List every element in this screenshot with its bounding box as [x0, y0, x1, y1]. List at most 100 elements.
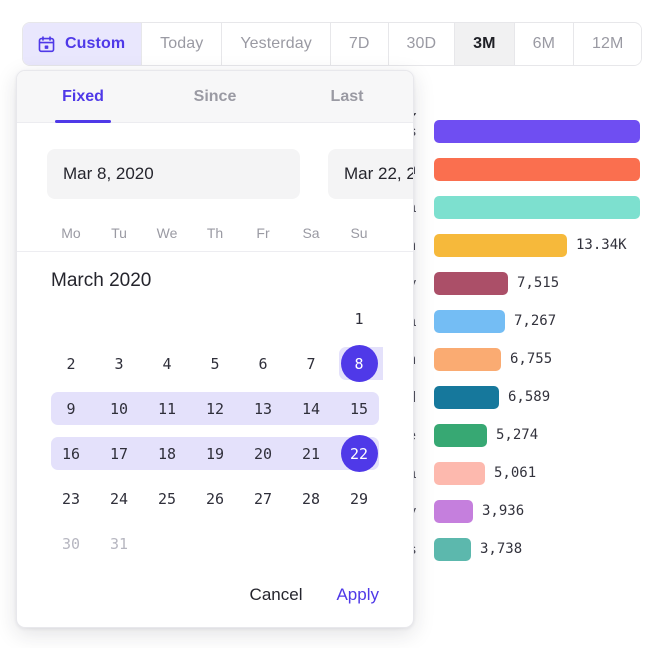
range-button-custom[interactable]: Custom — [23, 23, 143, 65]
calendar-day[interactable]: 28 — [287, 476, 335, 521]
start-date-input[interactable] — [47, 149, 300, 199]
chart-bar[interactable] — [434, 537, 471, 561]
calendar-day[interactable]: 24 — [95, 476, 143, 521]
calendar-day[interactable]: 25 — [143, 476, 191, 521]
weekday-label: Tu — [111, 225, 127, 241]
chart-bar-value: 7,515 — [517, 275, 560, 291]
calendar-month-title: March 2020 — [51, 270, 152, 291]
calendar-day[interactable]: 26 — [191, 476, 239, 521]
chart-bar[interactable] — [434, 385, 499, 409]
chart-bar[interactable] — [434, 309, 505, 333]
chart-bar-value: 7,267 — [514, 313, 557, 329]
calendar-day[interactable]: 14 — [287, 386, 335, 431]
date-inputs — [17, 123, 413, 199]
calendar-day-number: 29 — [349, 489, 369, 508]
calendar-day[interactable]: 13 — [239, 386, 287, 431]
calendar-day[interactable]: 21 — [287, 431, 335, 476]
weekday-label: We — [156, 225, 178, 241]
calendar-day[interactable]: 17 — [95, 431, 143, 476]
calendar-day-empty — [143, 296, 191, 341]
calendar-day-number: 5 — [210, 354, 220, 373]
calendar-day[interactable]: 5 — [191, 341, 239, 386]
calendar-day[interactable]: 9 — [47, 386, 95, 431]
cancel-button[interactable]: Cancel — [249, 585, 303, 604]
range-button-30d[interactable]: 30D — [388, 23, 456, 65]
date-picker-tab-last[interactable]: Last — [330, 87, 364, 105]
calendar-day-number: 14 — [301, 399, 321, 418]
range-button-7d[interactable]: 7D — [330, 23, 389, 65]
range-button-today[interactable]: Today — [142, 23, 223, 65]
chart-bar-value: 5,061 — [494, 465, 537, 481]
calendar-day-number: 6 — [258, 354, 268, 373]
calendar-day-number: 18 — [157, 444, 177, 463]
weekday-header: Mo Tu We Th Fr Sa Su — [17, 199, 413, 252]
date-picker-tab-fixed[interactable]: Fixed — [17, 71, 149, 122]
calendar-day[interactable]: 6 — [239, 341, 287, 386]
calendar-day-number: 15 — [349, 399, 369, 418]
calendar-day[interactable]: 16 — [47, 431, 95, 476]
chart-bar[interactable] — [434, 347, 501, 371]
calendar-day[interactable]: 30 — [47, 521, 95, 566]
chart-bar-value: 5,274 — [496, 427, 539, 443]
weekday-label: Mo — [61, 225, 81, 241]
calendar-day[interactable]: 8 — [335, 341, 383, 386]
calendar-day-number: 23 — [61, 489, 81, 508]
calendar-day[interactable]: 15 — [335, 386, 383, 431]
range-button-yesterday[interactable]: Yesterday — [222, 23, 331, 65]
calendar-day-empty — [143, 521, 191, 566]
date-picker-footer: Cancel Apply — [17, 563, 413, 627]
calendar-day-empty — [191, 296, 239, 341]
calendar-day-number: 16 — [61, 444, 81, 463]
calendar-day[interactable]: 27 — [239, 476, 287, 521]
calendar-day[interactable]: 31 — [95, 521, 143, 566]
calendar-day[interactable]: 29 — [335, 476, 383, 521]
chart-bar-value: 6,589 — [508, 389, 551, 405]
calendar-day[interactable]: 10 — [95, 386, 143, 431]
weekday-label: Su — [350, 225, 368, 241]
calendar-day-number: 20 — [253, 444, 273, 463]
range-button-12m[interactable]: 12M — [574, 23, 642, 65]
chart-bar-value: 3,738 — [480, 541, 523, 557]
calendar-day[interactable]: 18 — [143, 431, 191, 476]
calendar-day-empty — [239, 296, 287, 341]
calendar-day-number: 12 — [205, 399, 225, 418]
chart-bar[interactable] — [434, 119, 640, 143]
range-button-label: 12M — [592, 35, 624, 52]
calendar-day[interactable]: 3 — [95, 341, 143, 386]
calendar-day[interactable]: 22 — [335, 431, 383, 476]
calendar-day-empty — [191, 521, 239, 566]
calendar-day-empty — [335, 521, 383, 566]
calendar-day[interactable]: 23 — [47, 476, 95, 521]
range-button-3m[interactable]: 3M — [455, 23, 515, 65]
date-picker-tab-since[interactable]: Since — [193, 87, 237, 105]
calendar-day[interactable]: 19 — [191, 431, 239, 476]
calendar-day[interactable]: 20 — [239, 431, 287, 476]
calendar-day[interactable]: 2 — [47, 341, 95, 386]
chart-bar[interactable] — [434, 423, 487, 447]
calendar-day-number: 25 — [157, 489, 177, 508]
calendar-day-number: 8 — [340, 345, 378, 382]
calendar-day[interactable]: 4 — [143, 341, 191, 386]
chart-bar[interactable] — [434, 233, 567, 257]
calendar-day[interactable]: 1 — [335, 296, 383, 341]
weekday-label: Th — [206, 225, 224, 241]
end-date-input[interactable] — [328, 149, 413, 199]
range-button-6m[interactable]: 6M — [514, 23, 575, 65]
range-button-label: Yesterday — [240, 35, 312, 52]
calendar-day-number: 26 — [205, 489, 225, 508]
range-button-label: 7D — [348, 35, 370, 52]
calendar-day[interactable]: 12 — [191, 386, 239, 431]
chart-bar[interactable] — [434, 461, 485, 485]
chart-bar[interactable] — [434, 157, 640, 181]
weekday-label: Sa — [302, 225, 320, 241]
calendar-day-number: 3 — [114, 354, 124, 373]
calendar-icon — [37, 35, 56, 54]
chart-bar[interactable] — [434, 195, 640, 219]
calendar-day[interactable]: 11 — [143, 386, 191, 431]
chart-bar[interactable] — [434, 271, 508, 295]
chart-bar[interactable] — [434, 499, 473, 523]
apply-button[interactable]: Apply — [336, 585, 379, 604]
calendar-day[interactable]: 7 — [287, 341, 335, 386]
range-button-label: 30D — [406, 35, 437, 52]
calendar-day-empty — [47, 296, 95, 341]
